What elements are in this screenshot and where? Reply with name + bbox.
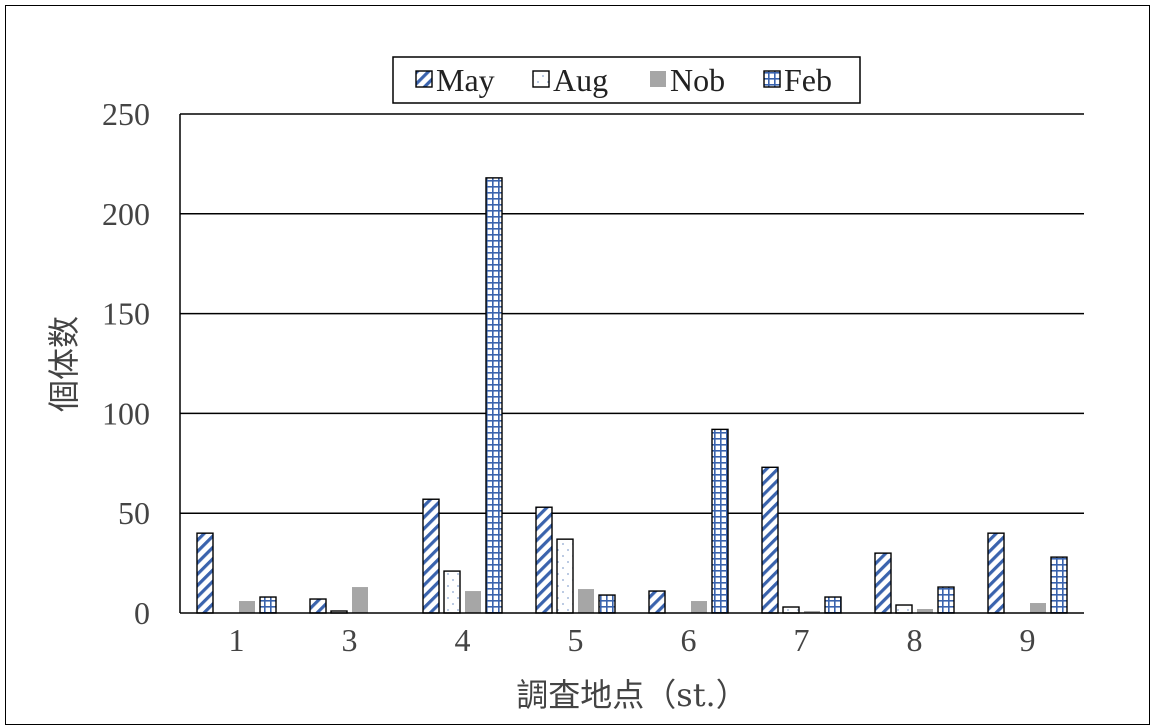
bar-feb-5 [598, 594, 616, 614]
x-tick-label: 7 [794, 622, 810, 658]
legend-swatch-may [415, 70, 433, 88]
y-tick-label: 200 [102, 196, 150, 232]
y-tick-label: 250 [102, 96, 150, 132]
bar-feb-8 [937, 586, 955, 614]
x-tick-label: 5 [568, 622, 584, 658]
legend-swatch-nob [650, 71, 666, 87]
x-tick-labels: 1 3 4 5 6 7 8 9 [229, 622, 1036, 658]
legend-swatch-feb [763, 70, 781, 88]
y-axis-title: 個体数 [45, 316, 83, 412]
bar-nob-3 [352, 587, 368, 613]
x-tick-label: 3 [342, 622, 358, 658]
legend-label-nob: Nob [670, 62, 725, 98]
bar-may-9 [987, 532, 1005, 614]
bar-aug-7 [782, 606, 800, 614]
legend-label-may: May [436, 62, 495, 98]
bar-aug-5 [556, 538, 574, 614]
y-tick-label: 150 [102, 296, 150, 332]
bar-nob-5 [578, 589, 594, 613]
y-tick-label: 50 [118, 495, 150, 531]
x-tick-label: 1 [229, 622, 245, 658]
bar-may-8 [874, 552, 892, 614]
y-tick-label: 0 [134, 595, 150, 631]
bar-feb-7 [824, 596, 842, 614]
bar-may-5 [535, 506, 553, 614]
legend-label-aug: Aug [553, 62, 608, 98]
y-tick-labels: 0 50 100 150 200 250 [102, 96, 150, 631]
bar-may-3 [309, 598, 327, 614]
bar-may-4 [422, 498, 440, 614]
y-tick-label: 100 [102, 395, 150, 431]
x-tick-label: 4 [455, 622, 471, 658]
legend: May Aug Nob Feb [392, 56, 861, 104]
legend-box [392, 56, 861, 104]
bar-feb-6 [711, 428, 729, 614]
x-tick-label: 6 [681, 622, 697, 658]
bar-nob-8 [917, 609, 933, 613]
grid-lines [180, 113, 1084, 514]
bar-feb-4 [485, 177, 503, 614]
bar-nob-9 [1030, 603, 1046, 613]
x-tick-label: 9 [1020, 622, 1036, 658]
bars [196, 177, 1068, 614]
legend-swatch-aug [532, 70, 550, 88]
bar-may-7 [761, 466, 779, 614]
bar-aug-4 [443, 570, 461, 614]
axes [179, 114, 1084, 614]
bar-may-1 [196, 532, 214, 614]
legend-label-feb: Feb [784, 62, 832, 98]
x-axis-title: 調査地点（st.） [516, 676, 747, 714]
bar-nob-4 [465, 591, 481, 613]
chart-frame [5, 5, 1150, 725]
bar-nob-6 [691, 601, 707, 613]
bar-feb-1 [259, 596, 277, 614]
bar-feb-9 [1050, 556, 1068, 614]
bar-aug-8 [895, 604, 913, 614]
x-tick-label: 8 [907, 622, 923, 658]
bar-nob-1 [239, 601, 255, 613]
bar-nob-7 [804, 611, 820, 613]
bar-may-6 [648, 590, 666, 614]
